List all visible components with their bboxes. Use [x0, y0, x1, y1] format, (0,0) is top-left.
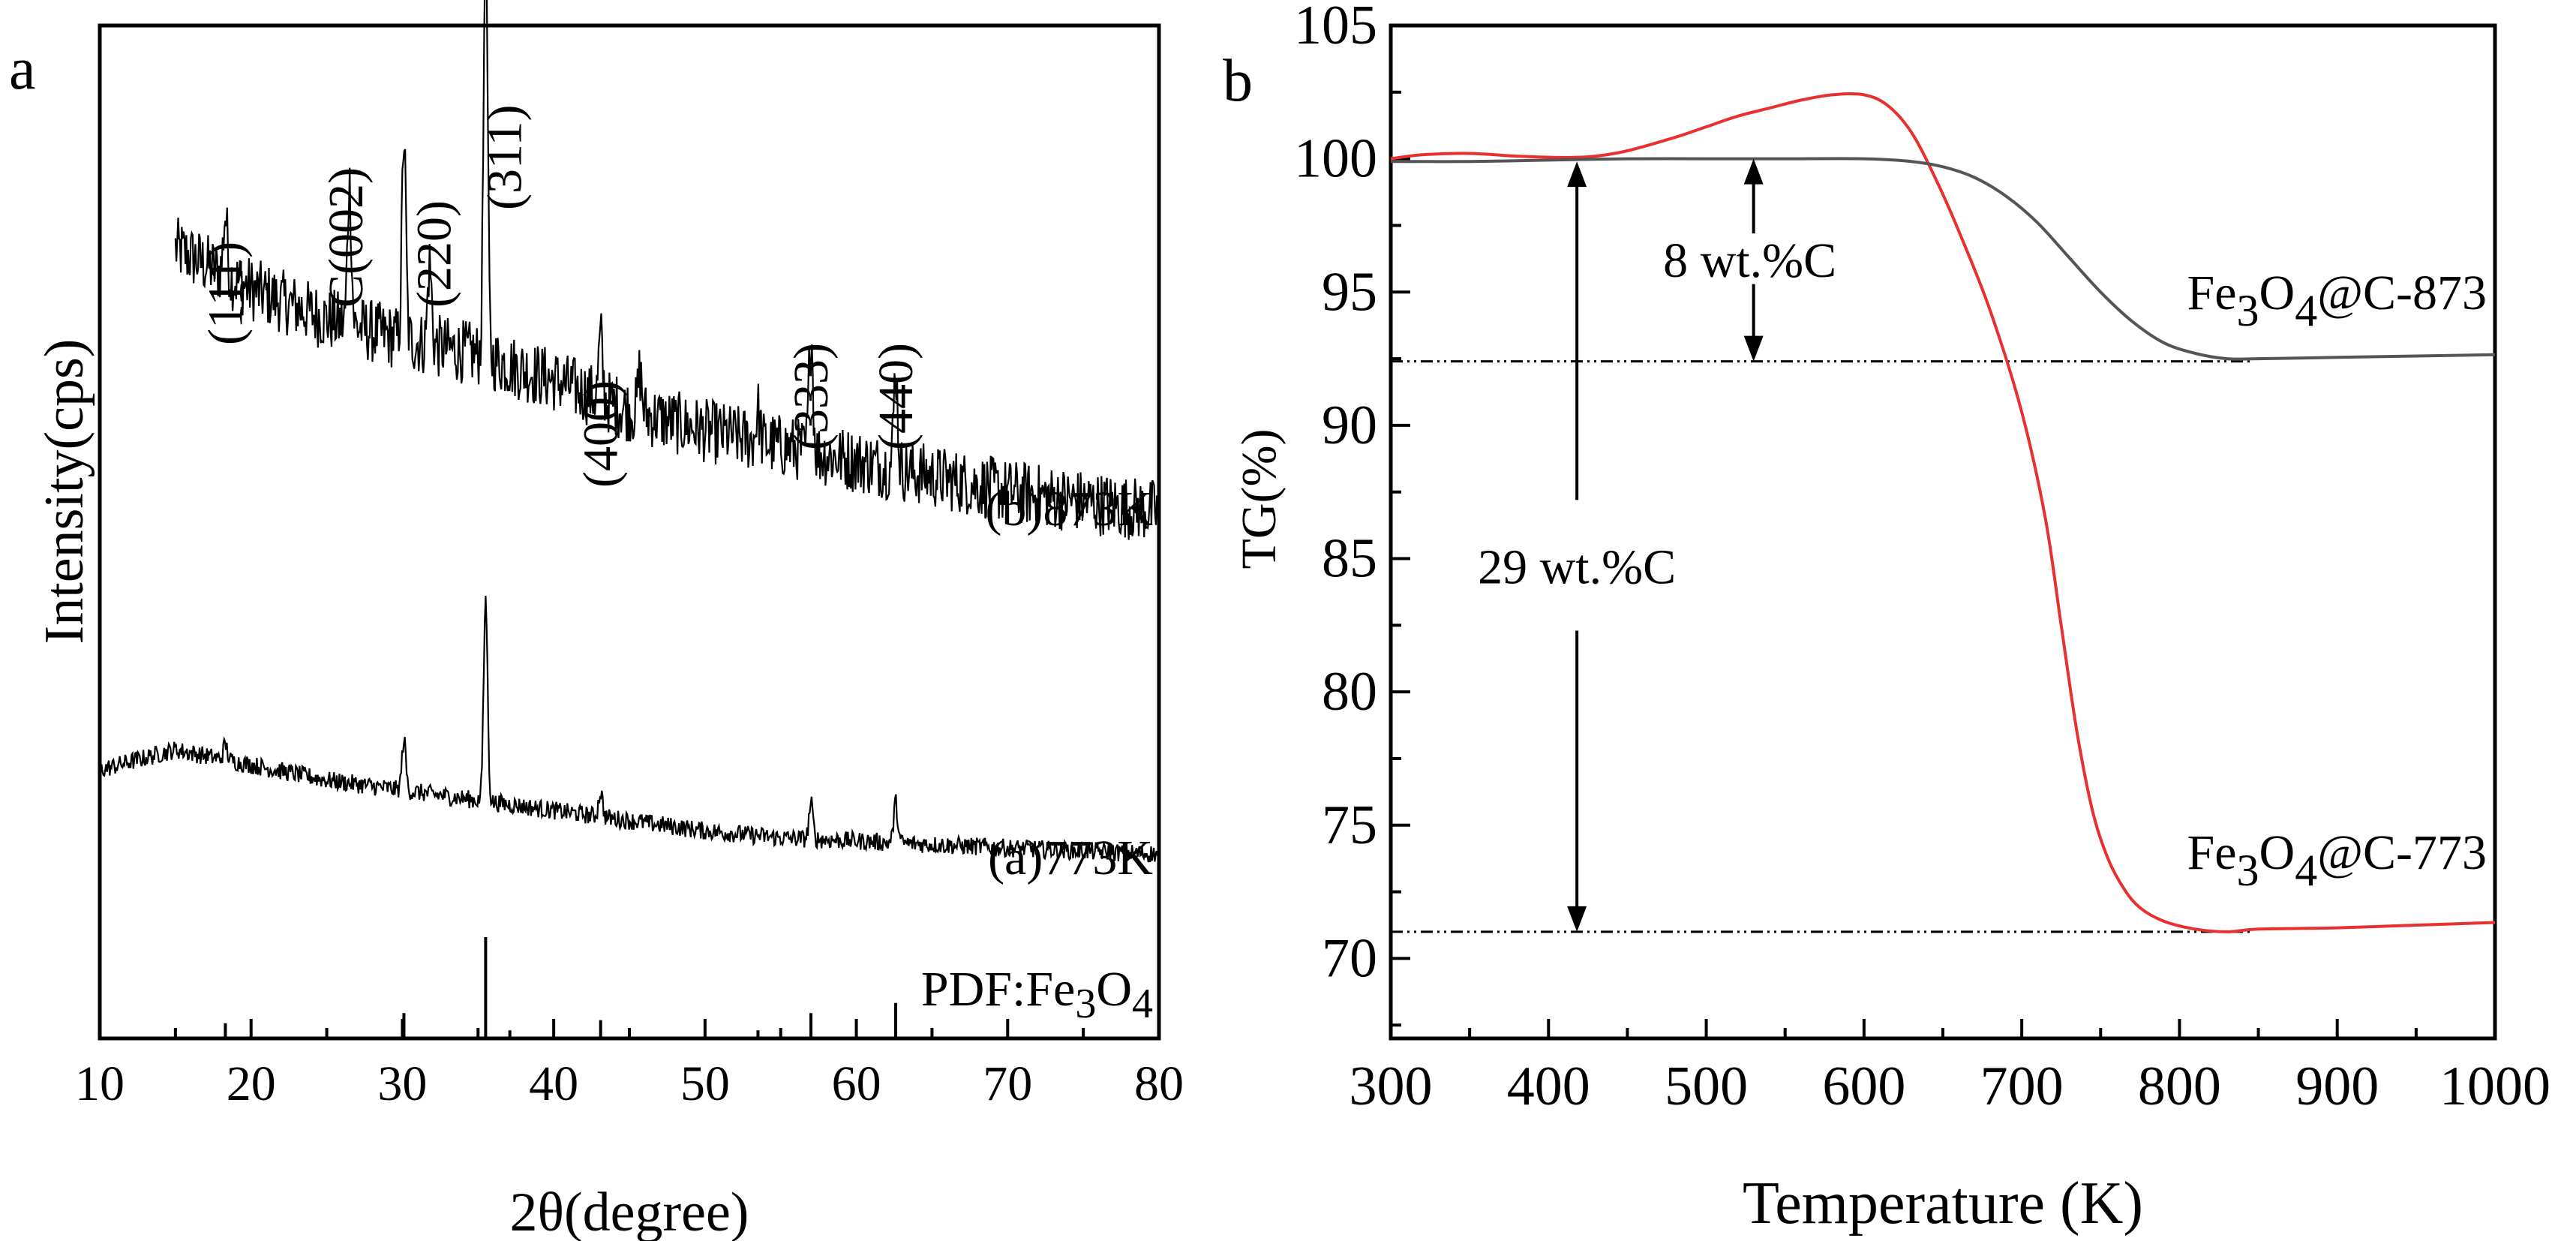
xrd-peak-label: (111) — [198, 242, 253, 345]
xrd-x-tick-label: 40 — [529, 1056, 578, 1111]
xrd-x-tick-label: 80 — [1134, 1056, 1184, 1111]
panel-b-letter: b — [1223, 48, 1253, 114]
xrd-x-ticks — [98, 1019, 1160, 1038]
xrd-x-tick-labels: 10 20 30 40 50 60 70 80 — [75, 1056, 1184, 1111]
xrd-peak-label: (311) — [477, 104, 532, 210]
tg-y-tick-label: 90 — [1322, 395, 1377, 456]
tg-series-label-773: Fe3O4@C-773 — [2187, 825, 2487, 895]
tg-y-tick-label: 75 — [1322, 795, 1377, 856]
xrd-y-axis-label: Intensity(cps) — [34, 339, 95, 645]
tg-x-tick-label: 300 — [1350, 1056, 1433, 1117]
tg-annotations: 8 wt.%C 29 wt.%C — [1478, 158, 1836, 932]
tg-annotation-arrowhead — [1743, 158, 1764, 185]
xrd-reference-label: PDF:Fe3O4 — [921, 962, 1153, 1027]
tg-x-tick-label: 400 — [1507, 1056, 1590, 1117]
tg-x-tick-label: 1000 — [2439, 1056, 2550, 1117]
xrd-x-tick-label: 20 — [227, 1056, 276, 1111]
tg-annotation-arrowhead — [1743, 335, 1764, 362]
tg-series-773-line — [1390, 92, 2496, 933]
tg-y-ticks — [1391, 24, 1410, 1027]
tg-annotation-arrowhead — [1567, 906, 1587, 932]
xrd-x-tick-label: 70 — [983, 1056, 1032, 1111]
tg-y-axis-label: TG(%) — [1232, 429, 1286, 569]
xrd-series-873-line — [174, 0, 1160, 540]
tg-annotation-label: 8 wt.%C — [1663, 233, 1836, 288]
tg-x-axis-label: Temperature (K) — [1743, 1170, 2143, 1236]
xrd-peak-label: C(002) — [319, 167, 374, 308]
xrd-peak-label: (440) — [869, 343, 923, 450]
xrd-x-tick-label: 60 — [832, 1056, 881, 1111]
tg-y-tick-labels: 70 75 80 85 90 95 100 105 — [1294, 0, 1377, 989]
xrd-series-label-773: (a)773K — [988, 831, 1153, 885]
tg-y-tick-label: 105 — [1294, 0, 1377, 56]
tg-y-tick-label: 70 — [1322, 927, 1377, 989]
tg-x-tick-label: 900 — [2295, 1056, 2379, 1117]
tg-x-tick-label: 500 — [1665, 1056, 1748, 1117]
tg-x-tick-label: 600 — [1822, 1056, 1905, 1117]
tg-y-tick-label: 100 — [1294, 128, 1377, 190]
xrd-chart: 10 20 30 40 50 60 70 80 Intensity(cps) 2θ(degre… — [34, 0, 1184, 1241]
xrd-reference-pattern — [224, 937, 898, 1038]
xrd-peak-label: (400) — [574, 380, 629, 488]
tg-y-tick-label: 95 — [1322, 261, 1377, 323]
xrd-x-tick-label: 10 — [75, 1056, 125, 1111]
tg-chart: 300 400 500 600 700 800 900 1000 70 75 80 85 90 95 10… — [1232, 0, 2550, 1236]
tg-x-tick-label: 700 — [1980, 1056, 2064, 1117]
tg-annotation-arrowhead — [1567, 161, 1587, 188]
xrd-series-label-873: (b)873K — [985, 482, 1153, 536]
tg-x-tick-label: 800 — [2138, 1056, 2221, 1117]
tg-x-ticks — [1389, 1019, 2496, 1038]
xrd-series-group — [98, 0, 1160, 863]
xrd-peak-labels: (111) C(002) (220) (311) (400) (333) (440) — [198, 104, 923, 488]
tg-plot-frame — [1389, 23, 2497, 1041]
tg-y-tick-label: 80 — [1322, 661, 1377, 723]
tg-y-tick-label: 85 — [1322, 528, 1377, 590]
xrd-x-tick-label: 50 — [680, 1056, 730, 1111]
tg-series-group — [1390, 92, 2496, 933]
panel-a-letter: a — [9, 36, 36, 102]
tg-x-tick-labels: 300 400 500 600 700 800 900 1000 — [1350, 1056, 2551, 1117]
tg-series-873-line — [1390, 157, 2496, 361]
tg-reference-lines — [1391, 360, 2251, 933]
xrd-peak-label: (333) — [784, 343, 839, 450]
xrd-x-tick-label: 30 — [377, 1056, 427, 1111]
xrd-peak-label: (220) — [407, 200, 461, 308]
tg-annotation-label: 29 wt.%C — [1478, 539, 1676, 594]
xrd-series-773-line — [98, 595, 1160, 863]
xrd-x-axis-label: 2θ(degree) — [510, 1182, 749, 1241]
tg-series-label-873: Fe3O4@C-873 — [2187, 266, 2487, 335]
